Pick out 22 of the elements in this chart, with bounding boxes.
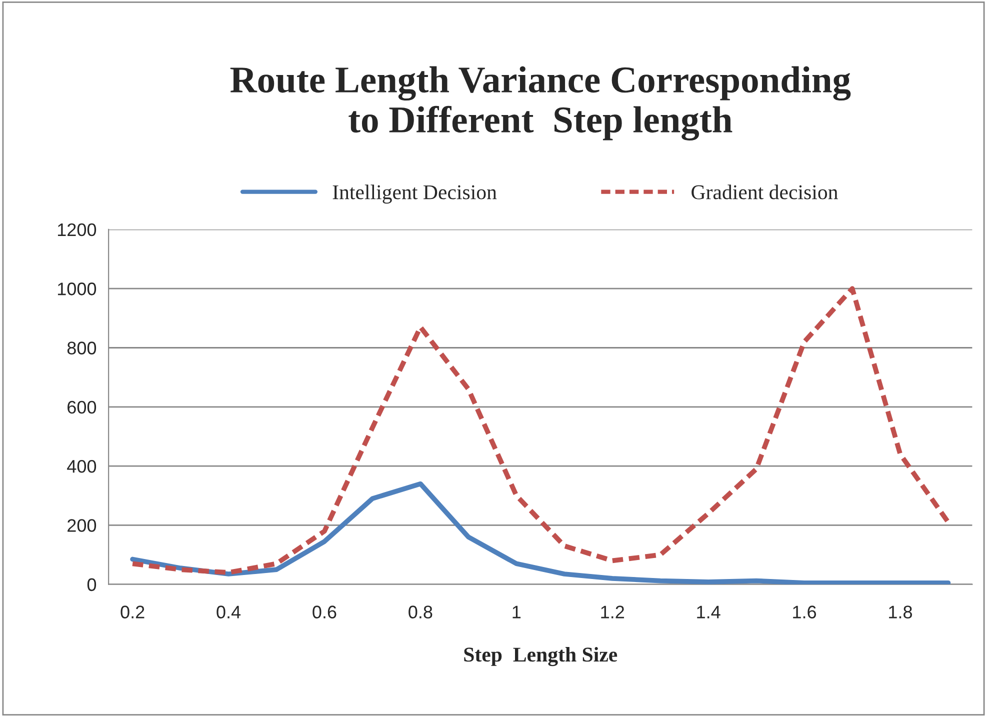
line-series <box>130 286 951 575</box>
legend-label: Gradient decision <box>692 184 838 200</box>
y-tick-label: 800 <box>67 342 96 354</box>
x-tick-label: 0.2 <box>120 606 144 618</box>
x-tick-label: 0.8 <box>408 606 432 618</box>
x-tick-label: 1.8 <box>889 606 912 618</box>
y-tick-label: 200 <box>68 519 96 532</box>
y-tick-label: 400 <box>67 460 96 473</box>
y-tick-label: 1200 <box>58 223 96 236</box>
legend-label: Intelligent Decision <box>332 184 497 204</box>
y-tick-label: 1000 <box>58 282 96 296</box>
x-tick-label: 1.6 <box>793 606 816 618</box>
x-tick-label: 1.4 <box>697 606 720 618</box>
chart-title: Route Length Variance Corresponding to Different Step length <box>230 66 851 140</box>
x-tick-label: 1 <box>512 606 521 618</box>
y-tick-label: 600 <box>68 400 96 414</box>
x-tick-label: 0.4 <box>216 606 241 618</box>
x-axis-title: Step Length Size <box>464 647 618 666</box>
y-tick-label: 0 <box>87 578 96 592</box>
line-series <box>130 481 951 584</box>
x-tick-label: 1.2 <box>601 606 624 618</box>
x-tick-label: 0.6 <box>312 606 336 618</box>
